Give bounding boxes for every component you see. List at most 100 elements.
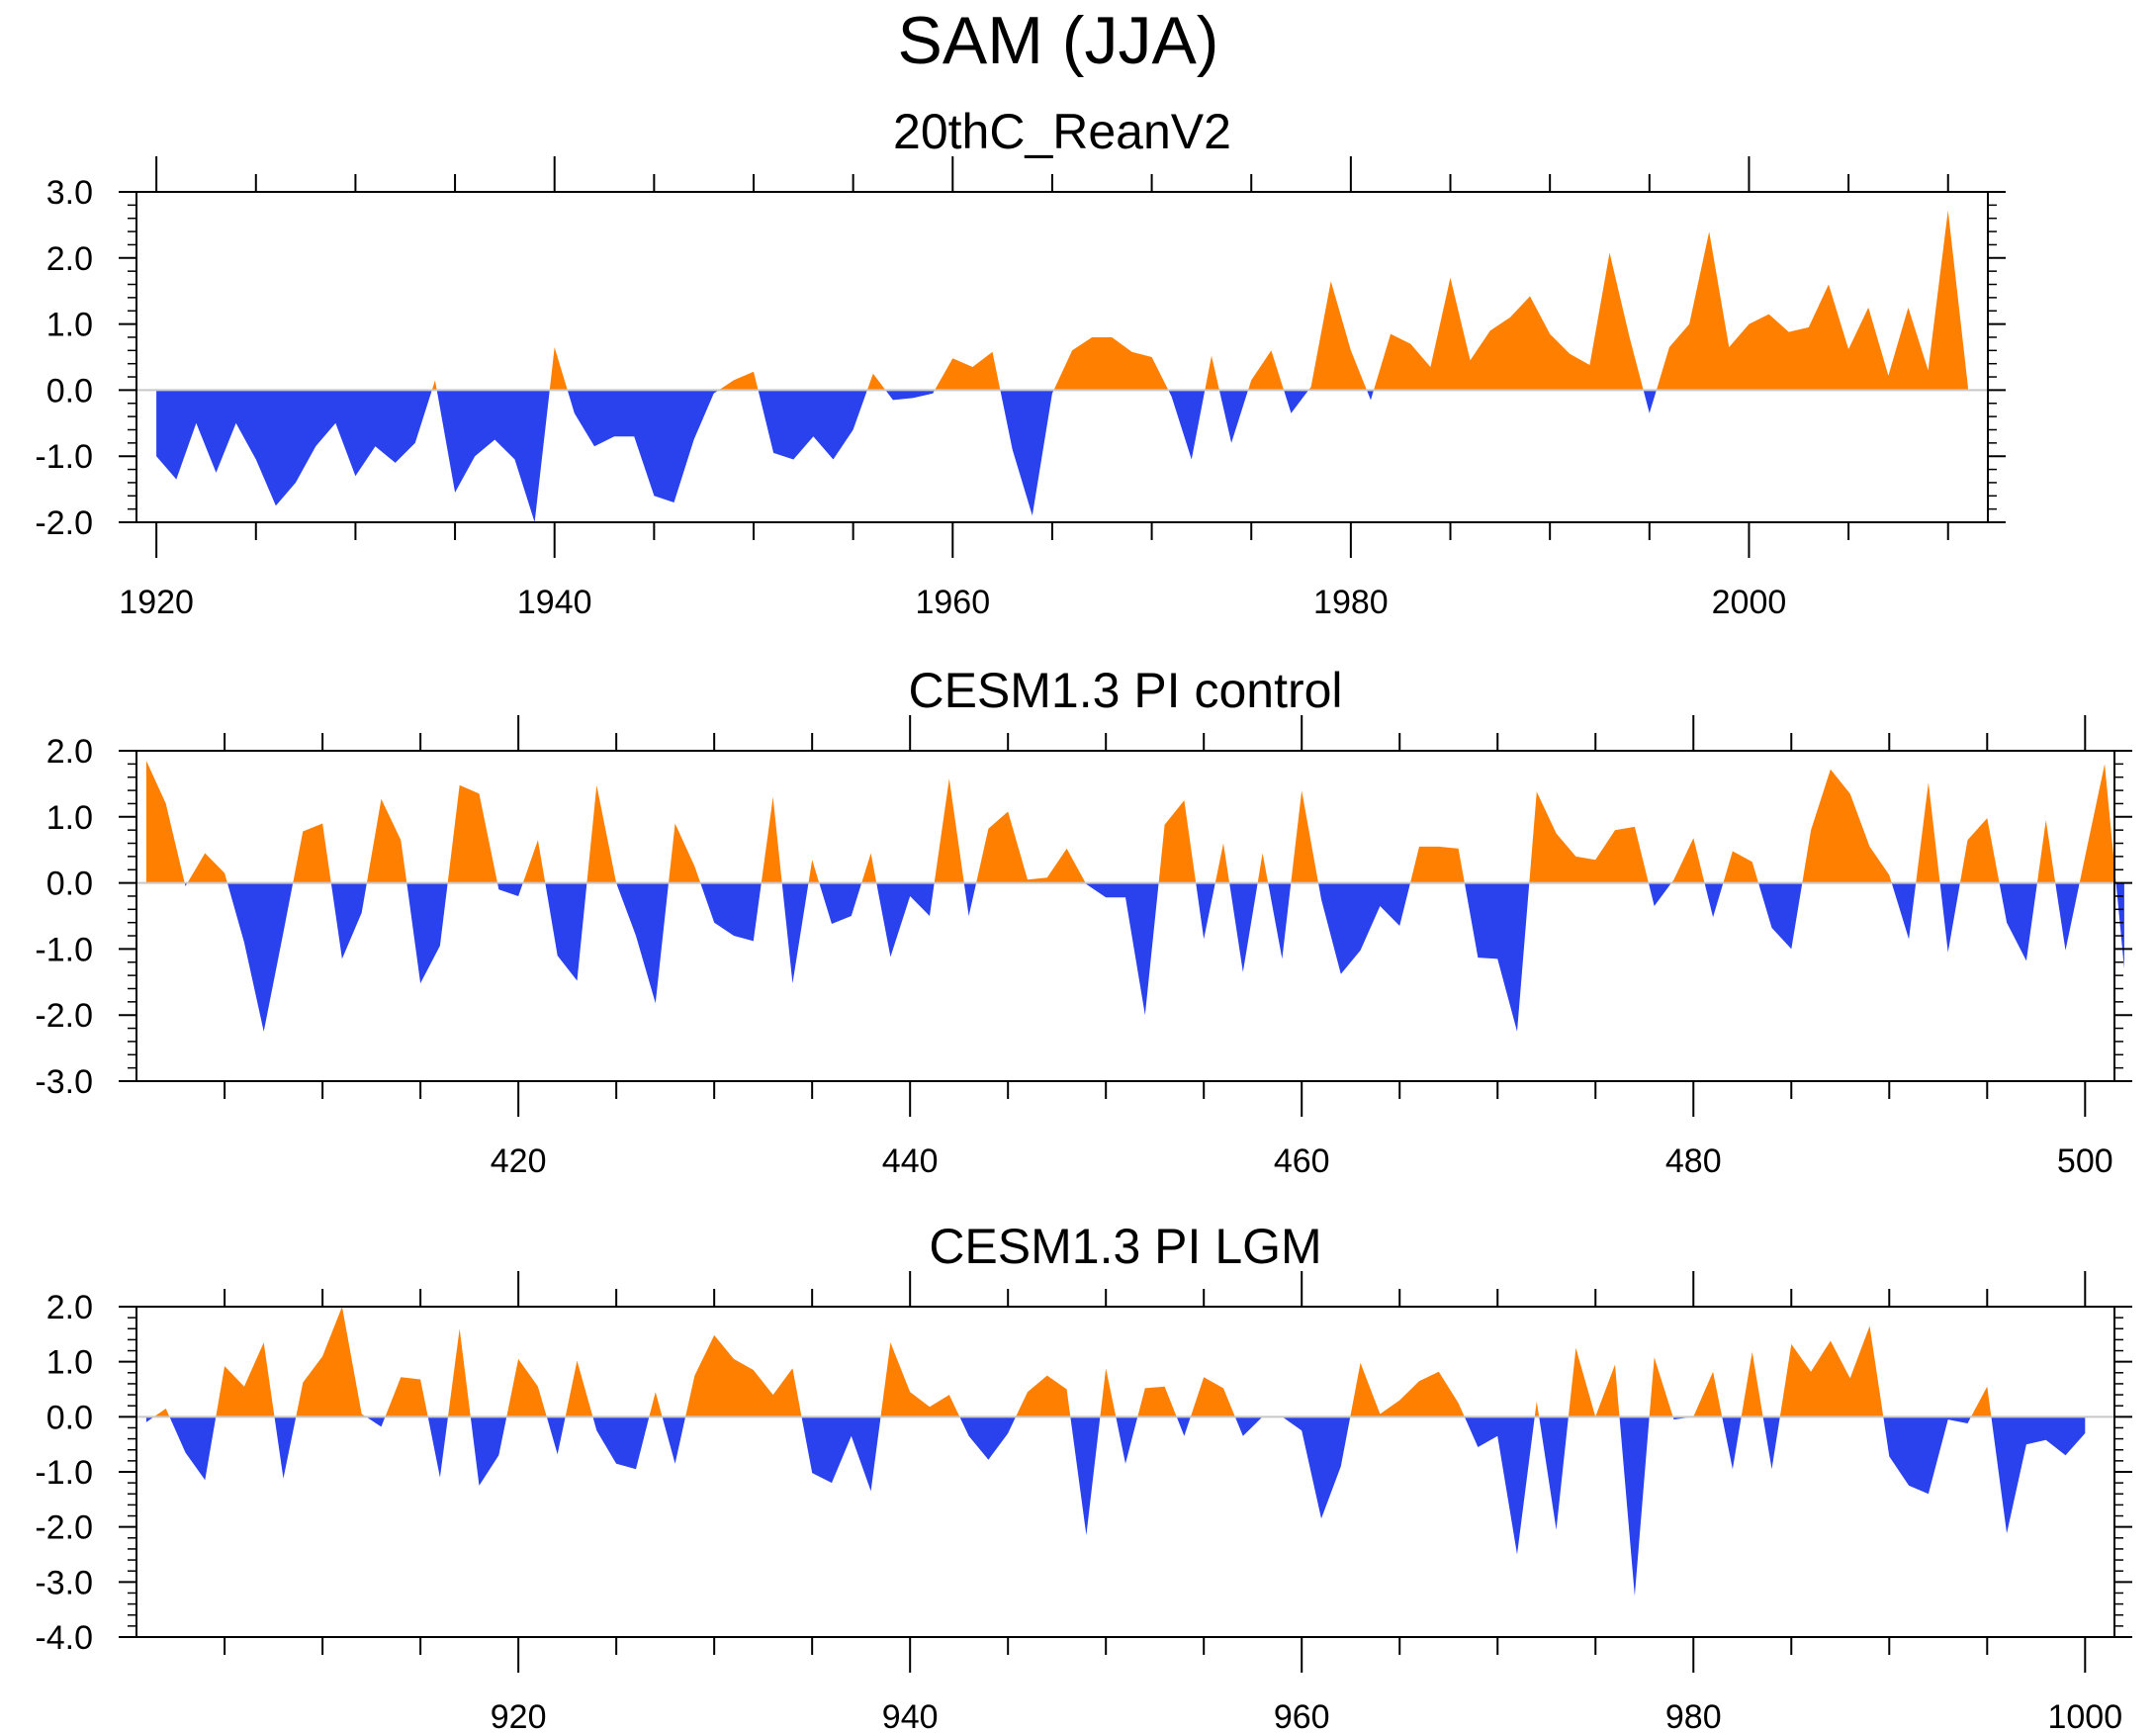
negative-anomaly-area <box>1070 1416 1101 1535</box>
positive-anomaly-area <box>669 823 701 883</box>
panel-cesm-pi-control: CESM1.3 PI control -3.0 -2.0 -1.0 0.0 1.0 2.0 4… <box>35 663 2132 1180</box>
positive-anomaly-area <box>385 1377 428 1417</box>
positive-anomaly-area <box>976 811 1086 883</box>
x-tick-label: 480 <box>1665 1142 1722 1180</box>
negative-anomaly-area <box>1229 882 1258 972</box>
x-tick-label: 940 <box>882 1698 939 1733</box>
positive-anomaly-area <box>1568 1347 1620 1417</box>
negative-anomaly-area <box>592 1416 650 1470</box>
y-tick-label: 0.0 <box>46 372 93 410</box>
x-tick-label: 920 <box>491 1698 547 1733</box>
negative-anomaly-area <box>1196 882 1215 940</box>
y-tick-label: -2.0 <box>35 997 93 1035</box>
positive-anomaly-area <box>1257 853 1269 883</box>
negative-anomaly-area <box>1464 1416 1535 1555</box>
negative-anomaly-area <box>963 882 977 916</box>
negative-anomaly-area <box>1758 882 1803 950</box>
positive-anomaly-area <box>1534 1401 1540 1417</box>
negative-anomaly-area <box>1648 882 1671 906</box>
y-tick-label: -2.0 <box>35 1509 93 1547</box>
positive-anomaly-area <box>549 347 568 391</box>
positive-anomaly-area <box>1016 1375 1071 1417</box>
panel-20thc-reanv2: 20thC_ReanV2 -2.0 -1.0 0.0 1.0 2.0 3.0 1920 1940… <box>35 104 2006 621</box>
x-tick-label: 1000 <box>2047 1698 2122 1733</box>
positive-anomaly-area <box>1723 851 1758 883</box>
positive-anomaly-area <box>216 1342 275 1417</box>
negative-anomaly-area <box>1704 882 1724 918</box>
y-tick-label: -1.0 <box>35 1454 93 1492</box>
positive-anomaly-area <box>1971 1386 1992 1417</box>
negative-anomaly-area <box>885 390 936 401</box>
positive-anomaly-area <box>1671 838 1705 883</box>
negative-anomaly-area <box>781 882 809 984</box>
y-tick-label: 3.0 <box>46 174 93 212</box>
y-tick-label: 0.0 <box>46 1399 93 1436</box>
negative-anomaly-area <box>545 882 587 981</box>
positive-anomaly-area <box>1190 1377 1235 1417</box>
positive-anomaly-area <box>934 778 964 883</box>
x-tick-label: 2000 <box>1712 584 1787 621</box>
positive-anomaly-area <box>1693 1371 1723 1417</box>
negative-anomaly-area <box>876 882 935 958</box>
negative-anomaly-area <box>1367 390 1374 401</box>
positive-anomaly-area <box>522 840 546 883</box>
plot-frame <box>135 191 1989 523</box>
x-tick-label: 460 <box>1274 1142 1330 1180</box>
positive-anomaly-area <box>565 1360 593 1417</box>
positive-anomaly-area <box>1100 1368 1117 1417</box>
positive-anomaly-area <box>1741 1351 1763 1417</box>
positive-anomaly-area <box>649 1392 663 1417</box>
negative-anomaly-area <box>1085 882 1159 1016</box>
positive-anomaly-area <box>718 371 759 391</box>
y-tick-label: 1.0 <box>46 307 93 344</box>
negative-anomaly-area <box>226 882 294 1032</box>
negative-anomaly-area <box>758 390 867 460</box>
positive-anomaly-area <box>761 796 782 883</box>
negative-anomaly-area <box>1234 1416 1263 1436</box>
positive-anomaly-area <box>1248 350 1285 391</box>
y-tick-label: 2.0 <box>46 733 93 771</box>
positive-anomaly-area <box>861 853 877 883</box>
positive-anomaly-area <box>293 823 331 883</box>
positive-anomaly-area <box>153 1409 170 1417</box>
x-tick-label: 1920 <box>119 584 194 621</box>
panel-title: CESM1.3 PI LGM <box>929 1219 1321 1274</box>
panel-title: 20thC_ReanV2 <box>893 104 1231 159</box>
x-tick-label: 440 <box>882 1142 939 1180</box>
positive-anomaly-area <box>1158 800 1197 883</box>
negative-anomaly-area <box>700 882 762 942</box>
x-tick-label: 1940 <box>517 584 592 621</box>
positive-anomaly-area <box>1802 769 1892 883</box>
y-tick-label: 1.0 <box>46 1344 93 1382</box>
y-tick-label: 0.0 <box>46 866 93 903</box>
positive-anomaly-area <box>145 761 185 883</box>
positive-anomaly-area <box>1656 210 1968 391</box>
positive-anomaly-area <box>1308 281 1367 391</box>
positive-anomaly-area <box>1779 1325 1884 1417</box>
y-tick-label: -1.0 <box>35 931 93 968</box>
positive-anomaly-area <box>448 1328 471 1417</box>
positive-anomaly-area <box>187 853 227 883</box>
y-tick-label: -4.0 <box>35 1619 93 1657</box>
negative-anomaly-area <box>1116 1416 1138 1464</box>
positive-anomaly-area <box>2036 820 2056 883</box>
negative-anomaly-area <box>274 1416 297 1479</box>
negative-anomaly-area <box>1282 1416 1351 1519</box>
negative-anomaly-area <box>2055 882 2080 951</box>
y-tick-label: -3.0 <box>35 1564 93 1601</box>
positive-anomaly-area <box>808 860 820 883</box>
positive-anomaly-area <box>1649 1357 1673 1417</box>
negative-anomaly-area <box>801 1416 881 1492</box>
positive-anomaly-area <box>880 1342 960 1417</box>
negative-anomaly-area <box>1891 882 1917 940</box>
negative-anomaly-area <box>156 390 432 506</box>
negative-anomaly-area <box>1539 1416 1569 1530</box>
negative-anomaly-area <box>497 882 523 896</box>
positive-anomaly-area <box>1137 1386 1177 1417</box>
x-tick-label: 500 <box>2057 1142 2113 1180</box>
positive-anomaly-area <box>447 784 497 883</box>
positive-anomaly-area <box>1214 843 1230 883</box>
panel-title: CESM1.3 PI control <box>908 663 1342 718</box>
negative-anomaly-area <box>436 390 550 522</box>
